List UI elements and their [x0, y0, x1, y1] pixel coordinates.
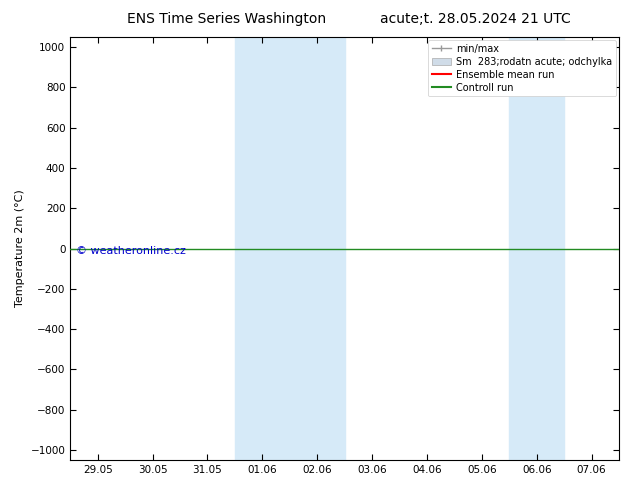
- Text: acute;t. 28.05.2024 21 UTC: acute;t. 28.05.2024 21 UTC: [380, 12, 571, 26]
- Y-axis label: Temperature 2m (°C): Temperature 2m (°C): [15, 190, 25, 307]
- Legend: min/max, Sm  283;rodatn acute; odchylka, Ensemble mean run, Controll run: min/max, Sm 283;rodatn acute; odchylka, …: [428, 40, 616, 97]
- Text: ENS Time Series Washington: ENS Time Series Washington: [127, 12, 326, 26]
- Text: © weatheronline.cz: © weatheronline.cz: [76, 246, 186, 256]
- Bar: [235, 37, 345, 460]
- Bar: [509, 37, 564, 460]
